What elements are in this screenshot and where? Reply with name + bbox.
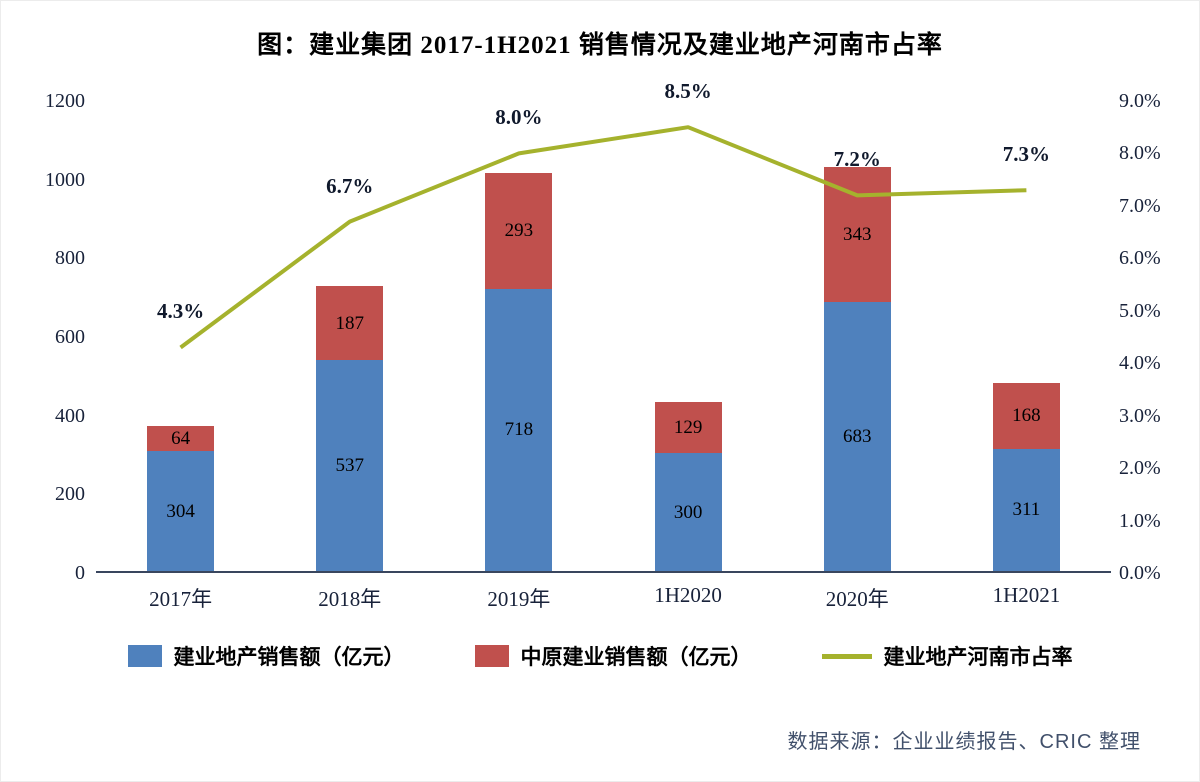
- line-point-label: 4.3%: [156, 299, 205, 324]
- bar-segment-red-1H2020: 129: [654, 402, 722, 453]
- right-axis-tick: 2.0%: [1119, 457, 1161, 480]
- market-share-line: [179, 125, 1027, 350]
- source-note: 数据来源：企业业绩报告、CRIC 整理: [787, 731, 1141, 753]
- right-axis-tick: 7.0%: [1119, 194, 1161, 217]
- bar-segment-blue-2017年: 304: [147, 451, 215, 571]
- bar-value-label: 537: [335, 454, 365, 476]
- line-point-label: 8.5%: [664, 79, 712, 104]
- left-axis-tick: 800: [55, 247, 85, 270]
- legend-item-1: 中原建业销售额（亿元）: [474, 641, 752, 671]
- right-axis-tick: 6.0%: [1119, 247, 1161, 270]
- legend-label: 中原建业销售额（亿元）: [520, 646, 752, 669]
- x-axis-label: 2019年: [487, 587, 551, 611]
- right-axis-tick: 5.0%: [1119, 299, 1161, 322]
- x-axis-label: 1H2020: [654, 583, 722, 607]
- bar-value-label: 311: [1012, 499, 1041, 521]
- legend-line-icon: [821, 653, 872, 659]
- bar-value-label: 343: [843, 224, 872, 246]
- bar-segment-blue-1H2021: 311: [992, 448, 1060, 571]
- right-axis-tick: 9.0%: [1119, 90, 1161, 112]
- bar-value-label: 300: [673, 501, 703, 523]
- left-axis-tick: 600: [55, 326, 85, 348]
- bar-segment-red-2019年: 293: [485, 173, 553, 289]
- bar-value-label: 718: [504, 419, 534, 441]
- x-axis-labels: 2017年 2018年 2019年 1H2020 2020年 1H2021: [96, 583, 1111, 613]
- chart-title: 图：建业集团 2017-1H2021 销售情况及建业地产河南市占率: [257, 32, 943, 59]
- bar-segment-blue-2020年: 683: [823, 302, 891, 571]
- line-point-label: 7.2%: [833, 147, 881, 172]
- bar-value-label: 64: [171, 428, 191, 450]
- bar-value-label: 168: [1012, 405, 1041, 427]
- line-point-label: 8.0%: [495, 105, 543, 130]
- left-axis: 0 200 400 600 800 1000 1200: [1, 90, 85, 584]
- legend-item-2: 建业地产河南市占率: [821, 641, 1073, 671]
- right-axis-tick: 4.0%: [1119, 352, 1161, 375]
- bar-segment-blue-2019年: 718: [485, 288, 553, 571]
- plot-area: 304 64 537 187 718 293 300 129 683 343 311 168 4.3% 6…: [96, 80, 1111, 573]
- x-axis-label: 2020年: [825, 587, 889, 611]
- legend-label: 建业地产销售额（亿元）: [173, 646, 405, 669]
- left-axis-tick: 1000: [45, 168, 85, 191]
- legend-item-0: 建业地产销售额（亿元）: [127, 641, 405, 671]
- bar-value-label: 683: [843, 426, 872, 448]
- left-axis-tick: 1200: [45, 90, 85, 112]
- left-axis-tick: 400: [55, 404, 85, 427]
- bar-segment-red-2020年: 343: [823, 167, 891, 303]
- legend-label: 建业地产河南市占率: [883, 646, 1073, 669]
- bar-value-label: 293: [504, 220, 534, 242]
- right-axis-tick: 1.0%: [1119, 509, 1161, 532]
- legend-swatch-icon: [127, 645, 162, 667]
- right-axis-tick: 0.0%: [1119, 562, 1161, 584]
- right-axis-tick: 8.0%: [1119, 142, 1161, 165]
- line-point-label: 6.7%: [326, 173, 374, 198]
- x-axis-label: 2018年: [318, 587, 382, 611]
- bar-segment-blue-2018年: 537: [316, 359, 384, 571]
- bar-segment-red-2018年: 187: [316, 286, 384, 360]
- bar-segment-red-2017年: 64: [147, 426, 215, 452]
- legend-swatch-icon: [474, 645, 509, 667]
- left-axis-tick: 0: [75, 562, 85, 584]
- right-axis-tick: 3.0%: [1119, 404, 1161, 427]
- bar-segment-red-1H2021: 168: [992, 382, 1060, 449]
- line-point-label: 7.3%: [1002, 142, 1051, 167]
- bar-segment-blue-1H2020: 300: [654, 453, 722, 571]
- left-axis-tick: 200: [55, 483, 85, 506]
- bar-value-label: 304: [166, 500, 195, 522]
- x-axis-label: 2017年: [149, 587, 213, 611]
- right-axis: 0.0% 1.0% 2.0% 3.0% 4.0% 5.0% 6.0% 7.0% 8.0% 9.0%: [1119, 90, 1199, 584]
- bar-value-label: 187: [335, 312, 365, 334]
- bar-value-label: 129: [673, 417, 703, 439]
- line-series: [179, 125, 1027, 350]
- legend: 建业地产销售额（亿元） 中原建业销售额（亿元） 建业地产河南市占率: [1, 641, 1199, 671]
- x-axis-label: 1H2021: [992, 583, 1061, 607]
